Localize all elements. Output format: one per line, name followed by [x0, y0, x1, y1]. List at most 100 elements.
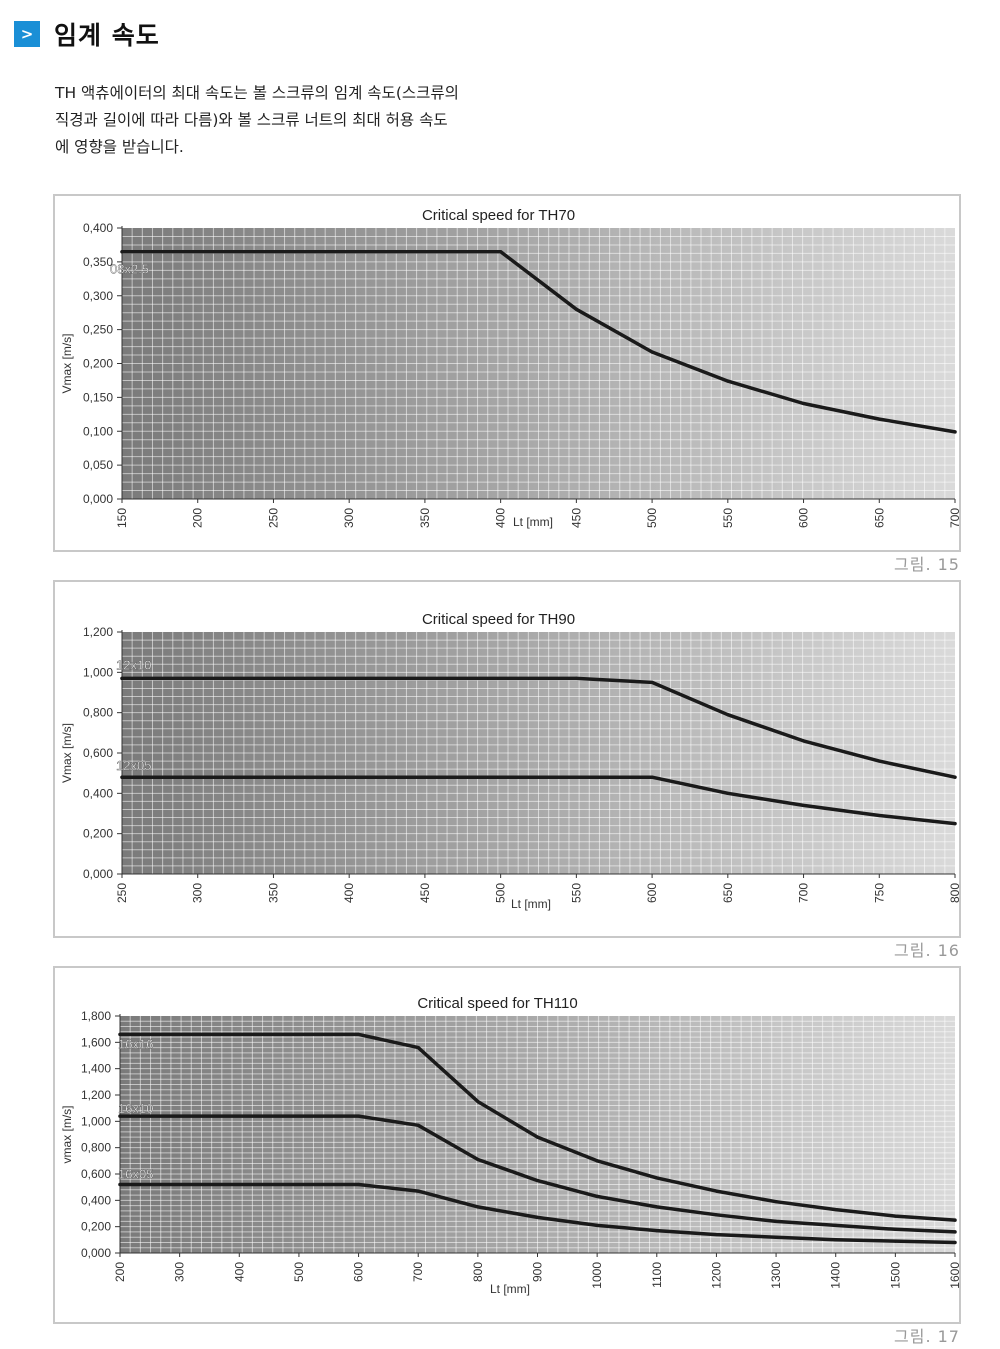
chart-panel-th70: 0,000 0,050 0,100 0,150 0,200 0,250 0,300 0,350…: [53, 194, 961, 552]
y-tick-label: 0,200: [81, 1220, 111, 1234]
grid: [120, 1016, 955, 1253]
data-point: [120, 676, 124, 680]
data-point: [118, 1182, 122, 1187]
x-tick-label: 700: [411, 1262, 425, 1282]
intro-line-3: 에 영향을 받습니다.: [55, 138, 184, 156]
data-point: [877, 759, 881, 763]
data-point: [834, 1207, 838, 1212]
series-label: 16x10: [118, 1101, 153, 1116]
data-point: [877, 813, 881, 818]
y-tick-label: 0,250: [83, 323, 113, 337]
data-point: [801, 739, 806, 743]
x-tick-label: 750: [872, 883, 886, 903]
y-tick-label: 0,350: [83, 255, 113, 269]
x-axis-label: Lt [mm]: [513, 515, 553, 529]
y-tick-label: 0,050: [83, 458, 113, 472]
y-axis-label: Vmax [m/s]: [60, 333, 74, 393]
y-tick-label: 0,800: [83, 706, 113, 720]
data-point: [118, 1032, 122, 1037]
data-point: [726, 713, 730, 717]
y-tick-label: 0,100: [83, 424, 113, 438]
y-tick-label: 1,200: [83, 625, 113, 639]
data-point: [726, 379, 730, 383]
data-point: [120, 775, 124, 779]
y-tick-label: 0,400: [83, 786, 113, 800]
x-tick-label: 400: [232, 1262, 246, 1282]
x-tick-label: 200: [113, 1262, 127, 1282]
x-axis-label: Lt [mm]: [511, 897, 551, 911]
data-point: [650, 350, 654, 354]
y-tick-label: 1,000: [81, 1114, 111, 1128]
data-point: [834, 1223, 838, 1227]
y-tick-label: 1,600: [81, 1035, 111, 1049]
x-tick-label: 350: [418, 508, 432, 528]
x-tick-label: 550: [721, 508, 735, 528]
y-tick-label: 1,400: [81, 1062, 111, 1076]
chart-th70: 0,000 0,050 0,100 0,150 0,200 0,250 0,300 0,350…: [60, 207, 959, 529]
data-point: [655, 1229, 659, 1233]
y-tick-label: 0,200: [83, 827, 113, 841]
data-point: [574, 676, 578, 680]
data-point: [774, 1219, 778, 1223]
y-tick-label: 0,400: [81, 1193, 111, 1207]
y-axis-label: Vmax [m/s]: [60, 723, 74, 783]
series-line-16x10: [118, 1114, 957, 1234]
data-point: [655, 1205, 659, 1209]
data-point: [774, 1200, 778, 1204]
grid: [122, 228, 955, 499]
data-point: [714, 1213, 719, 1217]
data-point: [476, 1205, 480, 1209]
data-point: [650, 680, 654, 685]
y-tick-label: 0,150: [83, 390, 113, 404]
x-tick-label: 1200: [709, 1262, 723, 1289]
data-point: [801, 803, 806, 808]
x-tick-label: 250: [115, 883, 129, 903]
y-tick-label: 1,200: [81, 1088, 111, 1102]
y-tick-label: 0,000: [83, 492, 113, 506]
data-point: [655, 1176, 659, 1180]
y-tick-label: 0,300: [83, 289, 113, 303]
y-axis-label: vmax [m/s]: [60, 1105, 74, 1163]
x-tick-label: 150: [115, 508, 129, 528]
data-point: [714, 1232, 719, 1237]
data-point: [356, 1182, 361, 1187]
intro-line-1: TH 액츄에이터의 최대 속도는 볼 스크류의 임계 속도(스크류의: [55, 84, 459, 102]
chart-title: Critical speed for TH90: [422, 611, 575, 628]
data-point: [535, 1135, 540, 1139]
data-point: [595, 1194, 599, 1198]
grid: [122, 632, 955, 874]
data-point: [893, 1214, 897, 1218]
x-tick-label: 650: [721, 883, 735, 903]
x-tick-label: 500: [292, 1262, 306, 1282]
intro-text: TH 액츄에이터의 최대 속도는 볼 스크류의 임계 속도(스크류의 직경과 길…: [55, 80, 515, 161]
y-tick-label: 0,200: [83, 357, 113, 371]
y-tick-label: 0,600: [81, 1167, 111, 1181]
x-tick-label: 200: [191, 508, 205, 528]
x-tick-label: 450: [569, 508, 583, 528]
x-axis-label: Lt [mm]: [490, 1282, 530, 1296]
chart-title: Critical speed for TH70: [422, 207, 575, 224]
y-tick-label: 0,400: [83, 221, 113, 235]
x-tick-label: 1400: [829, 1262, 843, 1289]
series-label: 08x2.5: [110, 262, 149, 277]
x-tick-label: 1000: [590, 1262, 604, 1289]
figure-caption-15: 그림. 15: [894, 555, 960, 574]
data-point: [774, 1235, 778, 1239]
data-point: [877, 417, 881, 421]
series-line-08x2.5: [120, 249, 957, 434]
data-point: [595, 1159, 599, 1163]
x-tick-label: 700: [797, 883, 811, 903]
y-tick-label: 0,800: [81, 1141, 111, 1155]
figure-caption-16: 그림. 16: [894, 941, 960, 960]
x-tick-label: 800: [948, 883, 959, 903]
x-tick-label: 300: [173, 1262, 187, 1282]
intro-line-2: 직경과 길이에 따라 다름)와 볼 스크류 너트의 최대 허용 속도: [55, 111, 448, 129]
series-line-16x05: [118, 1182, 957, 1245]
data-point: [953, 430, 957, 434]
y-tick-label: 0,000: [81, 1246, 111, 1260]
data-point: [118, 1114, 122, 1118]
y-tick-label: 0,600: [83, 746, 113, 760]
data-point: [650, 775, 654, 779]
x-tick-label: 550: [569, 883, 583, 903]
x-tick-label: 1500: [888, 1262, 902, 1289]
